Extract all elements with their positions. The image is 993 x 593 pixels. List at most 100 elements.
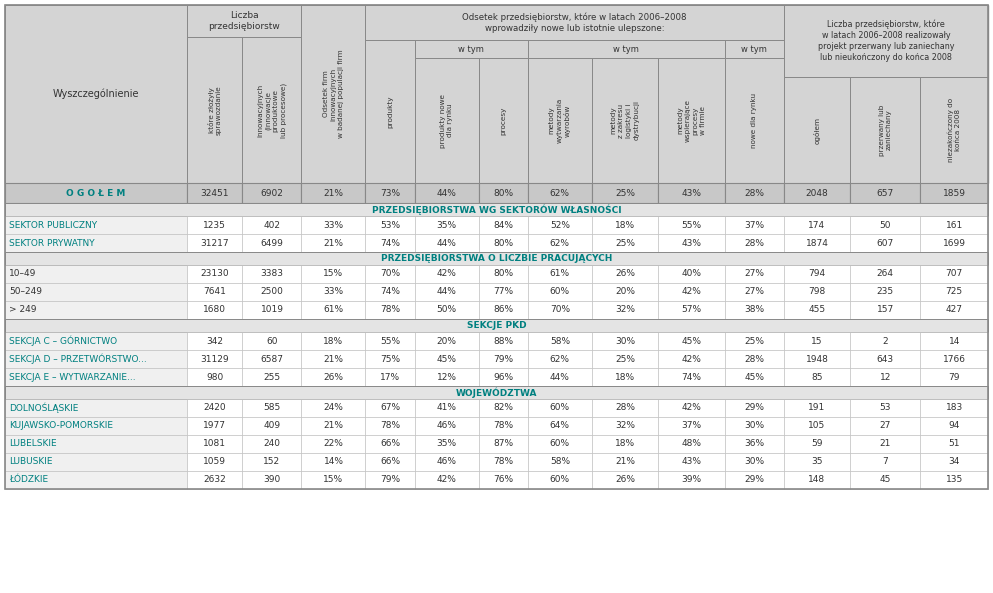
Bar (850, 77, 921, 183)
Bar (365, 399, 415, 417)
Bar (850, 234, 921, 252)
Text: 20%: 20% (615, 288, 636, 296)
Text: 2420: 2420 (204, 403, 226, 413)
Text: metody
z zakresu
logistyki i
dystrybucji: metody z zakresu logistyki i dystrybucji (611, 100, 639, 141)
Bar (479, 453, 528, 471)
Bar (725, 417, 783, 435)
Bar (783, 283, 850, 301)
Text: 85: 85 (811, 372, 823, 381)
Text: 32%: 32% (615, 422, 636, 431)
Text: 980: 980 (207, 372, 223, 381)
Text: 53: 53 (880, 403, 891, 413)
Bar (187, 350, 242, 368)
Text: 43%: 43% (681, 189, 701, 197)
Text: innowacyjnych
(innowacje
produktowe
lub procesowe): innowacyjnych (innowacje produktowe lub … (257, 82, 287, 138)
Bar (5, 386, 988, 399)
Bar (528, 399, 592, 417)
Text: 44%: 44% (437, 238, 457, 247)
Bar (725, 453, 783, 471)
Bar (187, 234, 242, 252)
Text: 82%: 82% (494, 403, 513, 413)
Text: Odsetek firm
innowacyjnych
w badanej populacji firm: Odsetek firm innowacyjnych w badanej pop… (323, 50, 344, 138)
Bar (658, 183, 725, 203)
Bar (415, 435, 479, 453)
Text: 55%: 55% (380, 336, 400, 346)
Bar (850, 350, 921, 368)
Text: 32451: 32451 (201, 189, 229, 197)
Bar (921, 183, 988, 203)
Text: 36%: 36% (744, 439, 765, 448)
Bar (187, 453, 242, 471)
Bar (187, 332, 242, 350)
Text: 105: 105 (808, 422, 825, 431)
Bar (921, 471, 988, 489)
Text: 7641: 7641 (204, 288, 226, 296)
Bar (921, 283, 988, 301)
Text: w tym: w tym (742, 44, 768, 53)
Bar (921, 216, 988, 234)
Bar (5, 319, 988, 332)
Text: 18%: 18% (615, 221, 636, 229)
Text: 15%: 15% (324, 476, 344, 484)
Bar (658, 399, 725, 417)
Bar (5, 332, 187, 350)
Text: 37%: 37% (744, 221, 765, 229)
Text: 50: 50 (880, 221, 891, 229)
Text: 78%: 78% (494, 422, 513, 431)
Bar (592, 301, 658, 319)
Bar (242, 435, 302, 453)
Bar (592, 332, 658, 350)
Text: 21%: 21% (324, 355, 344, 364)
Bar (415, 417, 479, 435)
Bar (415, 471, 479, 489)
Text: 152: 152 (263, 458, 281, 467)
Bar (479, 399, 528, 417)
Bar (5, 471, 187, 489)
Text: 148: 148 (808, 476, 825, 484)
Bar (921, 234, 988, 252)
Bar (242, 417, 302, 435)
Text: 80%: 80% (494, 269, 513, 279)
Text: 50–249: 50–249 (9, 288, 42, 296)
Text: 44%: 44% (437, 189, 457, 197)
Text: KUJAWSKO-POMORSKIE: KUJAWSKO-POMORSKIE (9, 422, 113, 431)
Text: 10–49: 10–49 (9, 269, 37, 279)
Bar (187, 283, 242, 301)
Bar (187, 368, 242, 386)
Text: 70%: 70% (550, 305, 570, 314)
Text: 15: 15 (811, 336, 823, 346)
Bar (850, 453, 921, 471)
Bar (415, 368, 479, 386)
Bar (725, 40, 783, 58)
Bar (242, 453, 302, 471)
Bar (528, 216, 592, 234)
Bar (921, 453, 988, 471)
Bar (479, 368, 528, 386)
Text: 1680: 1680 (204, 305, 226, 314)
Bar (783, 417, 850, 435)
Bar (5, 453, 187, 471)
Bar (658, 332, 725, 350)
Text: 31217: 31217 (201, 238, 229, 247)
Bar (850, 368, 921, 386)
Bar (850, 399, 921, 417)
Bar (921, 350, 988, 368)
Text: 643: 643 (877, 355, 894, 364)
Bar (658, 301, 725, 319)
Bar (302, 471, 365, 489)
Bar (725, 399, 783, 417)
Bar (658, 58, 725, 183)
Bar (725, 350, 783, 368)
Text: 26%: 26% (615, 269, 636, 279)
Bar (302, 399, 365, 417)
Bar (725, 234, 783, 252)
Text: 60%: 60% (550, 288, 570, 296)
Text: 55%: 55% (681, 221, 702, 229)
Text: 21%: 21% (615, 458, 636, 467)
Text: 1977: 1977 (204, 422, 226, 431)
Bar (365, 183, 415, 203)
Bar (302, 368, 365, 386)
Text: 29%: 29% (744, 403, 765, 413)
Bar (365, 40, 415, 183)
Bar (5, 265, 187, 283)
